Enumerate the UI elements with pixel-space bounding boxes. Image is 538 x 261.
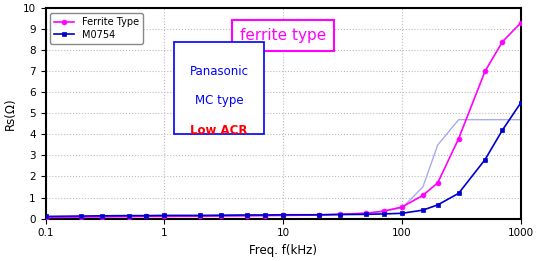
Ferrite Type [482,70,489,73]
M0754 [244,213,251,217]
M0754 [518,101,524,104]
Ferrite Type [125,215,132,218]
X-axis label: Freq. f(kHz): Freq. f(kHz) [249,244,317,257]
M0754 [197,214,203,217]
M0754 [380,212,387,216]
Ferrite Type [78,216,84,219]
Line: M0754: M0754 [43,100,523,219]
Ferrite Type [499,40,506,43]
Ferrite Type [43,216,49,219]
M0754 [261,213,268,217]
FancyBboxPatch shape [174,42,264,134]
M0754 [399,212,405,215]
M0754 [78,215,84,218]
Text: ferrite type: ferrite type [240,28,326,43]
M0754 [125,214,132,217]
Ferrite Type [456,137,462,140]
Ferrite Type [435,181,441,184]
M0754 [99,214,105,217]
M0754 [43,215,49,218]
Ferrite Type [99,215,105,218]
Text: MC type: MC type [195,94,243,107]
M0754 [363,213,370,216]
Ferrite Type [399,205,405,209]
Ferrite Type [337,213,343,216]
M0754 [161,214,168,217]
M0754 [143,214,149,217]
Ferrite Type [363,212,370,215]
Legend: Ferrite Type, M0754: Ferrite Type, M0754 [51,13,143,44]
Ferrite Type [218,215,224,218]
M0754 [482,158,489,161]
M0754 [280,213,286,216]
Ferrite Type [380,210,387,213]
M0754 [218,213,224,217]
Ferrite Type [420,194,426,197]
Ferrite Type [518,21,524,25]
Y-axis label: Rs(Ω): Rs(Ω) [4,97,17,130]
Ferrite Type [197,215,203,218]
Ferrite Type [316,213,322,217]
Text: Low ACR: Low ACR [190,124,248,137]
Ferrite Type [280,214,286,217]
M0754 [435,203,441,206]
M0754 [337,213,343,216]
Ferrite Type [244,214,251,217]
M0754 [316,213,322,216]
M0754 [456,192,462,195]
M0754 [420,209,426,212]
Ferrite Type [261,214,268,217]
Ferrite Type [143,215,149,218]
Line: Ferrite Type: Ferrite Type [43,20,523,220]
Ferrite Type [161,215,168,218]
M0754 [499,129,506,132]
Text: Panasonic: Panasonic [189,65,249,78]
